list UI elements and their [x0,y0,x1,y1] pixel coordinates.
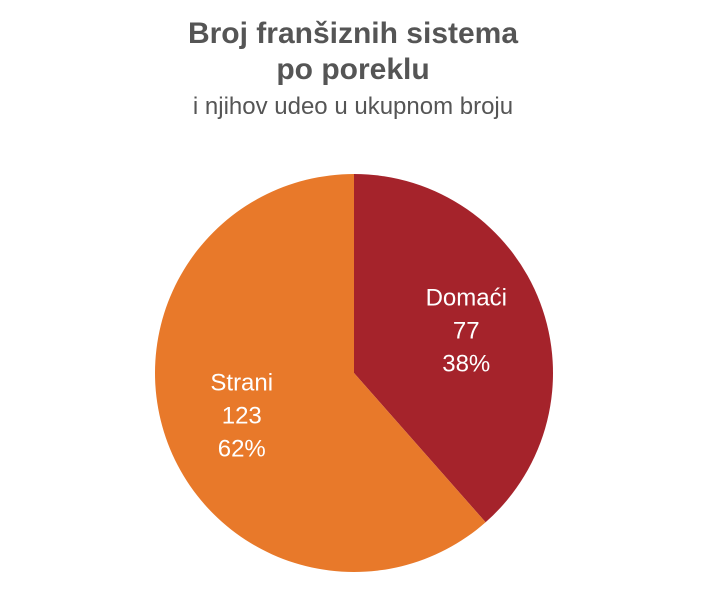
pie-slices [155,174,553,572]
slice-label-name-0: Domaći [426,285,507,312]
chart-subtitle: i njihov udeo u ukupnom broju [192,93,514,120]
slice-label-value-0: 77 [453,318,480,345]
pie-labels: Domaći 77 38% Strani 123 62% [210,285,507,463]
slice-label-value-1: 123 [222,402,262,429]
slice-label-percent-1: 62% [218,435,266,462]
slice-label-name-1: Strani [210,369,273,396]
chart-title-line-1: Broj franšiznih sistema [187,17,519,50]
slice-label-percent-0: 38% [442,351,490,378]
pie-slice-0 [354,174,553,523]
pie-slice-1 [155,174,486,572]
chart-title-line-2: po poreklu [276,53,430,86]
